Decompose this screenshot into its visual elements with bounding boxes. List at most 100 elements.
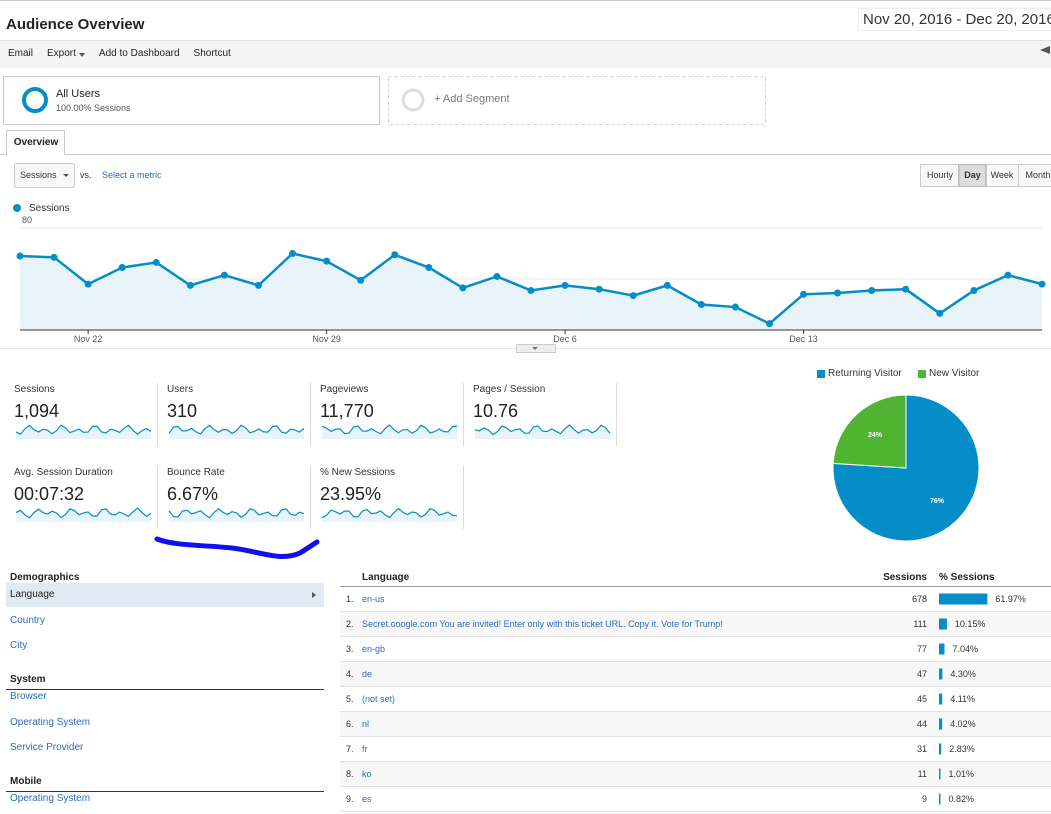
metric-select-box[interactable] (14, 163, 75, 188)
data-point (323, 257, 331, 265)
row-rank: 6. (346, 718, 354, 729)
dimension-item[interactable]: Operating System (10, 716, 91, 728)
dimension-item[interactable]: Operating System (10, 793, 91, 804)
data-point (765, 320, 773, 328)
add-segment[interactable]: + Add Segment (434, 93, 510, 105)
row-rank: 9. (346, 793, 354, 804)
row-rank: 5. (346, 693, 354, 704)
compare-link[interactable]: Select a metric (102, 170, 162, 180)
row-stripe (340, 662, 1051, 687)
data-point (391, 251, 399, 259)
data-point (561, 281, 569, 289)
granularity-button[interactable]: Hourly (926, 170, 953, 180)
segment-box[interactable] (3, 76, 380, 125)
kpi-value: 6.67% (167, 484, 219, 504)
toolbar-item[interactable]: Export (47, 48, 85, 59)
sparkline (15, 507, 152, 519)
row-rank: 3. (346, 643, 354, 654)
select-caret (63, 174, 69, 177)
row-share: 10.15% (954, 618, 986, 629)
data-point (936, 309, 944, 317)
data-point (493, 272, 501, 280)
sparkline-area (169, 425, 304, 439)
share-bar (939, 743, 942, 755)
segment-ring (22, 87, 48, 113)
dimension-item[interactable]: Country (10, 614, 46, 626)
row-name[interactable]: fr (362, 743, 368, 754)
tab-label[interactable]: Overview (13, 137, 59, 148)
data-point (595, 285, 603, 293)
granularity-button[interactable]: Month (1025, 170, 1051, 180)
dimension-item[interactable]: Service Provider (10, 742, 84, 753)
kpi-name: Pageviews (320, 384, 369, 395)
toolbar-icon (1040, 46, 1050, 54)
add-segment-box[interactable] (388, 76, 766, 125)
segment-name: All Users (56, 88, 101, 100)
row-share: 4.02% (950, 718, 976, 729)
row-name[interactable]: en-us (362, 593, 385, 604)
data-point (152, 258, 160, 266)
row-sessions: 44 (916, 718, 927, 729)
toolbar-item[interactable]: Email (8, 48, 34, 59)
data-point (16, 252, 24, 260)
vs-label: vs. (80, 170, 92, 180)
dimension-item[interactable]: Language (10, 589, 55, 600)
toolbar-item[interactable]: Add to Dashboard (98, 48, 180, 59)
x-tick-label: Nov 29 (312, 334, 341, 344)
data-point (1038, 280, 1046, 288)
row-share: 7.04% (952, 643, 979, 654)
data-point (84, 280, 92, 288)
kpi-name: Users (167, 384, 194, 395)
kpi-name: Bounce Rate (167, 467, 225, 478)
date-range[interactable]: Nov 20, 2016 - Dec 20, 2016 (858, 8, 1051, 31)
granularity-button[interactable]: Day (964, 170, 981, 180)
kpi-value: 00:07:32 (14, 484, 85, 504)
granularity-button[interactable]: Week (990, 170, 1014, 180)
row-sessions: 45 (916, 693, 927, 704)
export-caret (78, 53, 85, 57)
section-title: System (10, 674, 46, 685)
row-rank: 2. (346, 618, 354, 629)
kpi-value: 11,770 (320, 401, 374, 421)
share-bar (939, 793, 941, 805)
data-point (357, 276, 365, 284)
pie-legend-swatch (817, 370, 825, 378)
sparkline (321, 424, 458, 435)
row-sessions: 47 (916, 668, 927, 679)
data-point (289, 250, 297, 257)
hand-drawn-underline (154, 536, 320, 559)
row-share: 4.30% (950, 668, 976, 679)
dimension-item[interactable]: City (10, 640, 28, 651)
data-point (220, 271, 228, 279)
dimension-item[interactable]: Browser (10, 691, 47, 702)
kpi-value: 1,094 (14, 401, 60, 421)
sparkline-area (169, 508, 304, 522)
section-title: Demographics (10, 572, 80, 583)
pie-label: 76% (930, 498, 945, 505)
row-name[interactable]: de (362, 668, 373, 679)
row-name[interactable]: Secret.ɢoogle.com You are invited! Enter… (362, 618, 723, 629)
pie-legend-swatch (918, 370, 926, 378)
toolbar-item[interactable]: Shortcut (193, 48, 231, 59)
toolbar-bg (0, 40, 1051, 68)
row-stripe (340, 612, 1051, 637)
selected-row (6, 583, 324, 607)
kpi-value: 310 (167, 401, 198, 421)
row-name[interactable]: ko (362, 768, 372, 779)
row-name[interactable]: en-gb (362, 643, 386, 654)
kpi-value: 10.76 (473, 401, 519, 421)
kpi-name: Avg. Session Duration (14, 467, 113, 478)
row-name[interactable]: es (362, 793, 372, 804)
row-rank: 8. (346, 768, 354, 779)
column-header: % Sessions (939, 572, 995, 583)
pie-label: 24% (868, 432, 883, 439)
row-name[interactable]: nl (362, 718, 370, 729)
kpi-name: % New Sessions (320, 467, 396, 478)
sparkline-area (322, 425, 457, 439)
row-name[interactable]: (not set) (362, 693, 396, 704)
x-tick-label: Nov 22 (74, 334, 103, 344)
metric-select[interactable]: Sessions (20, 170, 57, 180)
